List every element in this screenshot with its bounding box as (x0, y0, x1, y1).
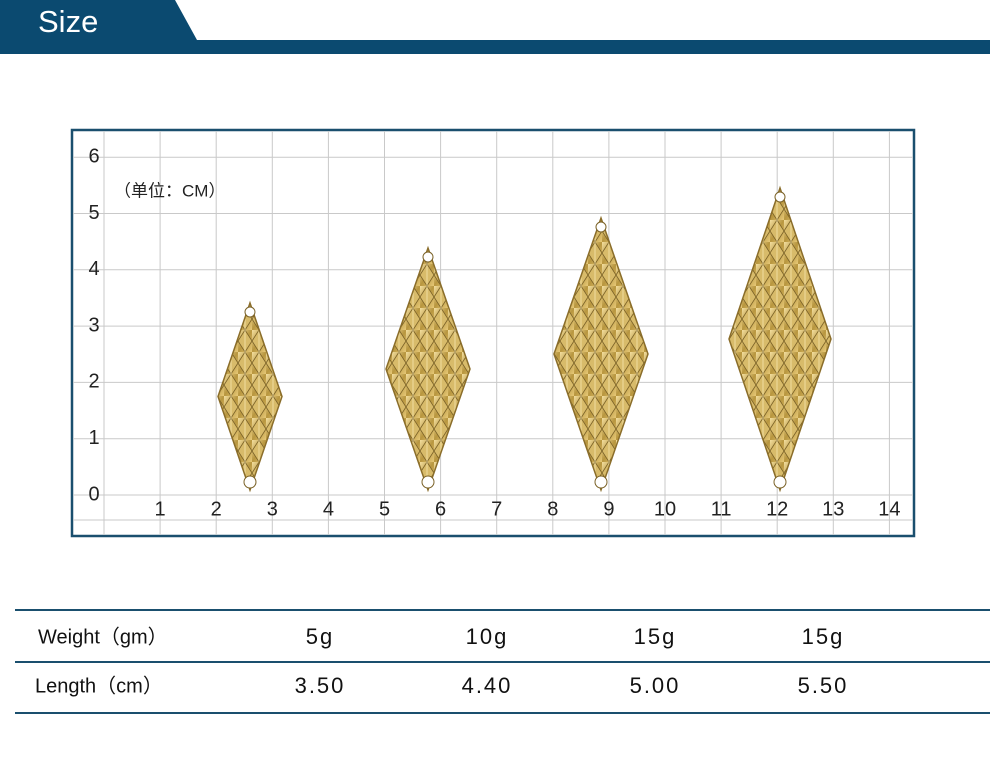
row-header: Length（cm） (35, 674, 163, 697)
header-tab (0, 0, 197, 40)
table-cell: 5.50 (798, 673, 849, 698)
x-label: 6 (435, 498, 446, 520)
y-label: 3 (88, 314, 99, 336)
row-header: Weight（gm） (38, 625, 168, 648)
table-cell: 5g (306, 624, 334, 649)
size-table: Weight（gm） 5g 10g 15g 15g Length（cm） 3.50 4.40 5… (15, 609, 990, 714)
y-label: 0 (88, 483, 99, 505)
y-label: 6 (88, 145, 99, 167)
x-label: 4 (323, 498, 334, 520)
x-label: 8 (547, 498, 558, 520)
lure (553, 215, 649, 493)
table-cell: 3.50 (295, 673, 346, 698)
table-cell: 15g (802, 624, 845, 649)
lure-hole (774, 191, 786, 203)
y-label: 4 (88, 258, 99, 280)
x-label: 13 (822, 498, 844, 520)
table-cell: 4.40 (462, 673, 513, 698)
lure-hole (243, 475, 257, 489)
x-label: 11 (711, 498, 732, 520)
lure-hole (244, 306, 256, 318)
x-label: 14 (878, 498, 900, 520)
unit-label: （单位：CM） (114, 181, 225, 200)
lure-hole (421, 475, 435, 489)
table-cell: 10g (466, 624, 509, 649)
x-label: 1 (155, 498, 166, 520)
x-label: 10 (654, 498, 676, 520)
table-cell: 5.00 (630, 673, 681, 698)
lures (217, 185, 832, 493)
lure-hole (773, 475, 787, 489)
lure-hole (594, 475, 608, 489)
header-title: Size (38, 4, 98, 39)
x-label: 12 (766, 498, 788, 520)
lure (217, 300, 283, 493)
x-label: 9 (603, 498, 614, 520)
table-cell: 15g (634, 624, 677, 649)
y-label: 1 (88, 427, 99, 449)
lure (728, 185, 832, 493)
y-label: 2 (88, 371, 99, 393)
header-bar (0, 40, 990, 54)
x-label: 2 (211, 498, 222, 520)
lure-hole (595, 221, 607, 233)
x-label: 5 (379, 498, 390, 520)
y-label: 5 (88, 202, 99, 224)
lure (385, 245, 471, 493)
lure-hole (422, 251, 434, 263)
x-label: 3 (267, 498, 278, 520)
x-label: 7 (491, 498, 502, 520)
